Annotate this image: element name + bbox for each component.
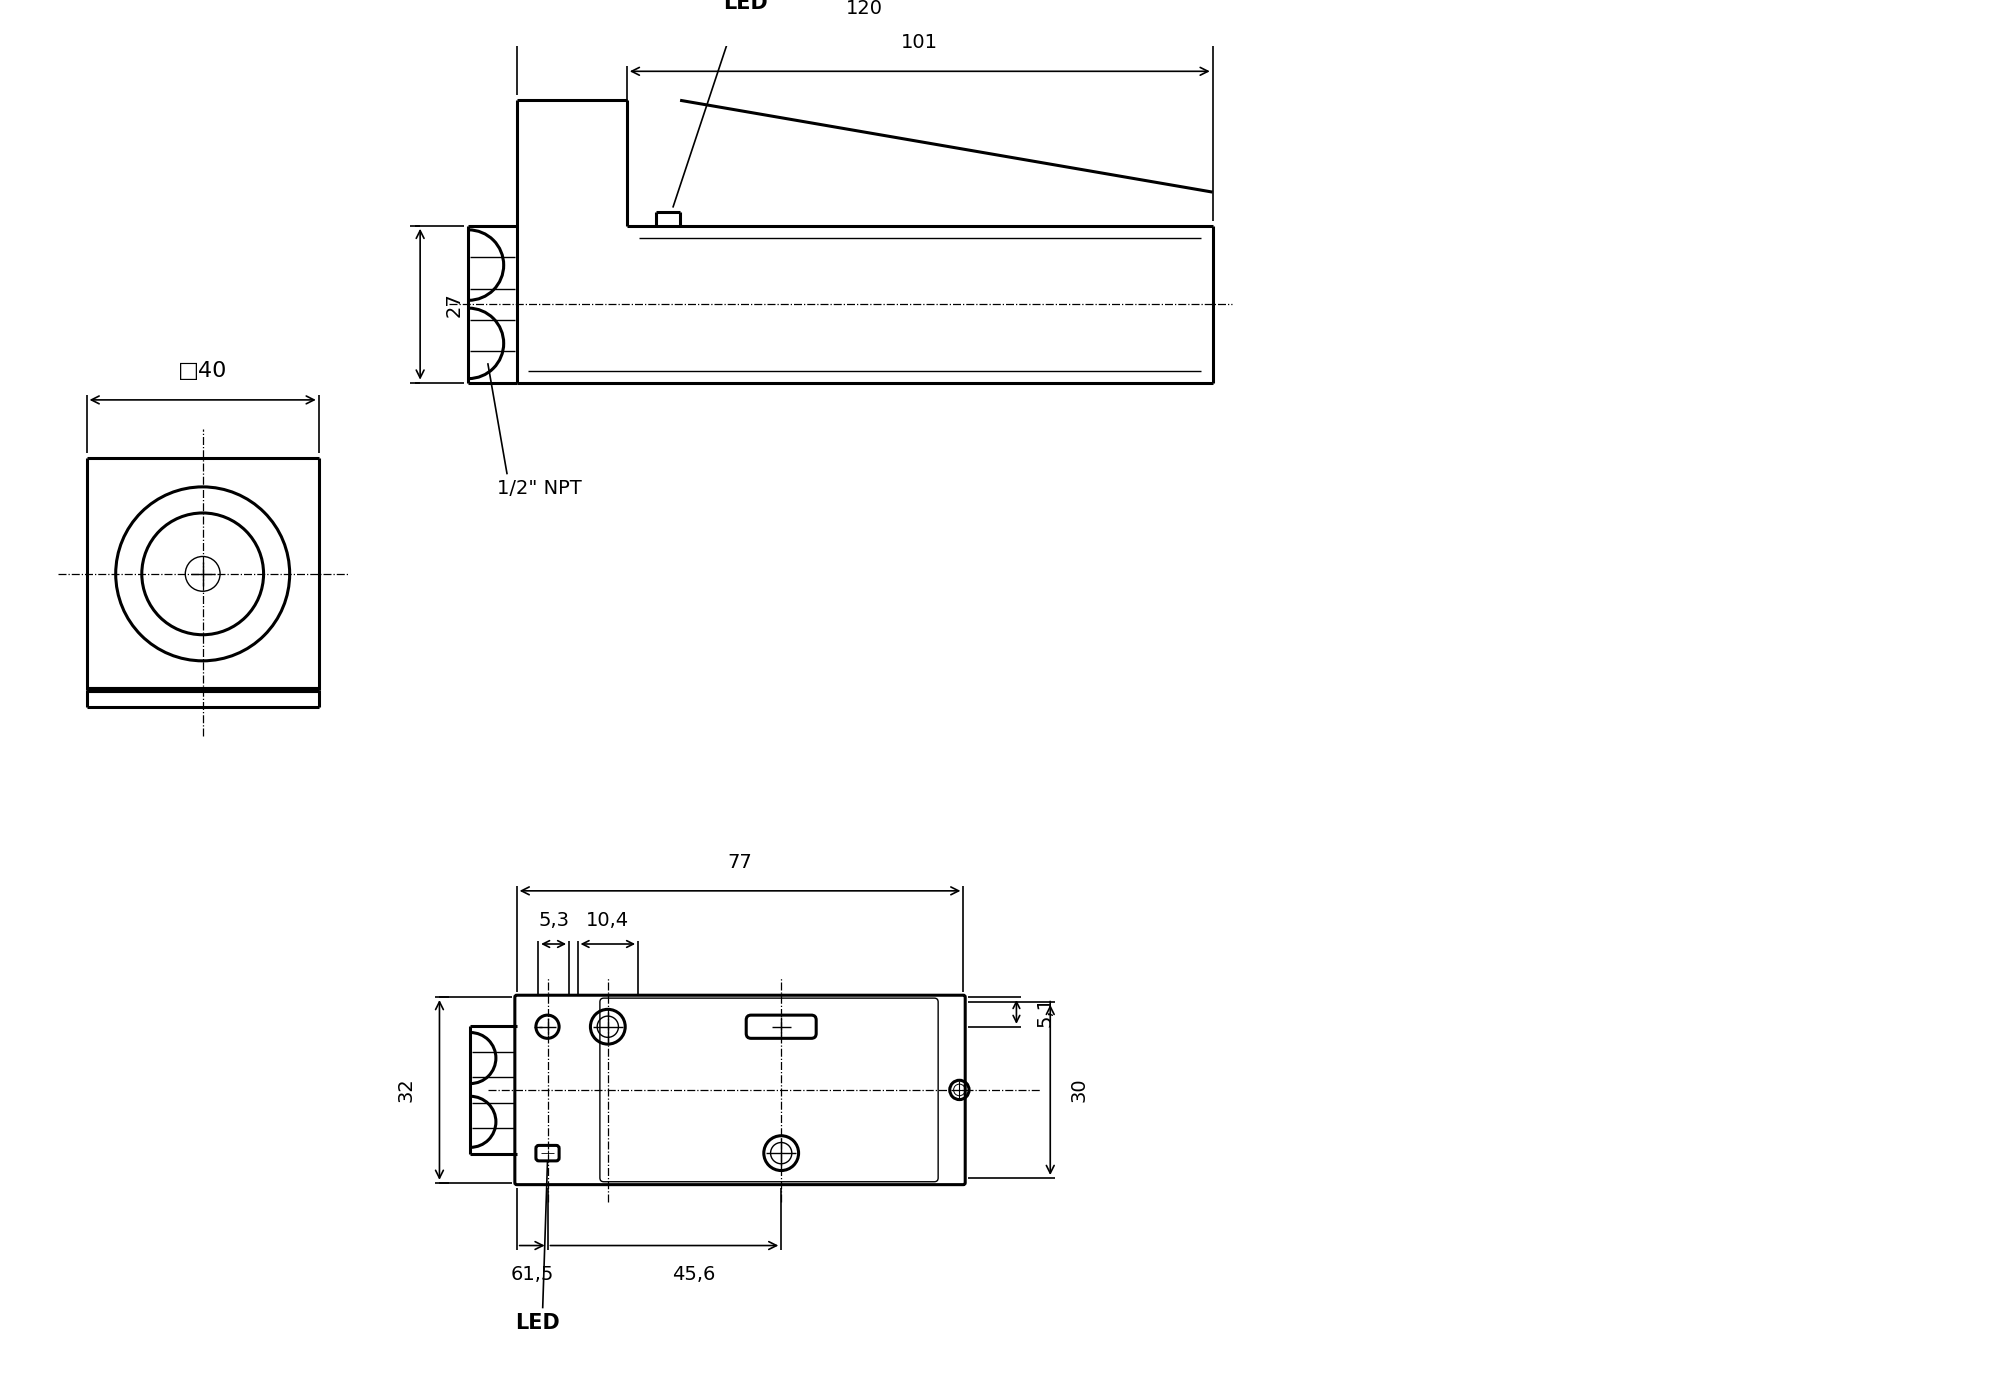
FancyBboxPatch shape <box>746 1015 816 1039</box>
Text: 45,6: 45,6 <box>672 1265 716 1284</box>
Text: 101: 101 <box>902 33 938 52</box>
Text: 61,5: 61,5 <box>510 1265 554 1284</box>
Text: LED: LED <box>722 0 768 14</box>
FancyBboxPatch shape <box>600 998 938 1182</box>
Text: □40: □40 <box>178 361 228 381</box>
Text: 27: 27 <box>444 292 464 316</box>
Text: 120: 120 <box>846 0 884 18</box>
Text: 32: 32 <box>396 1077 416 1102</box>
FancyBboxPatch shape <box>514 995 966 1185</box>
Text: 1/2" NPT: 1/2" NPT <box>498 479 582 498</box>
Text: 77: 77 <box>728 853 752 871</box>
Text: 30: 30 <box>1070 1077 1088 1102</box>
Text: 5,3: 5,3 <box>538 911 570 930</box>
FancyBboxPatch shape <box>536 1145 560 1161</box>
Text: 10,4: 10,4 <box>586 911 630 930</box>
Text: 5,1: 5,1 <box>1036 996 1054 1028</box>
Text: LED: LED <box>516 1313 560 1333</box>
